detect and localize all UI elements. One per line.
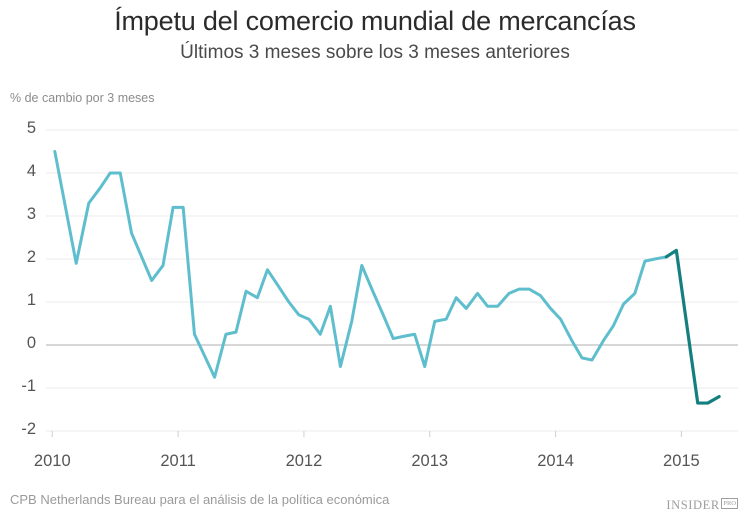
x-tick-label: 2013 — [411, 452, 449, 470]
x-tick-label: 2010 — [33, 452, 71, 470]
logo-wordmark: INSIDER — [666, 498, 720, 512]
source-note: CPB Netherlands Bureau para el análisis … — [10, 492, 390, 507]
x-tick-label: 2012 — [285, 452, 323, 470]
logo-pro-badge: PRO — [721, 498, 738, 509]
y-tick-label: 4 — [26, 162, 36, 180]
x-tick-label: 2015 — [663, 452, 700, 470]
y-tick-label: 2 — [26, 248, 36, 266]
y-tick-label: -1 — [21, 377, 36, 395]
y-tick-label: 3 — [26, 205, 36, 223]
page-subtitle: Últimos 3 meses sobre los 3 meses anteri… — [180, 42, 570, 63]
y-axis-label: % de cambio por 3 meses — [10, 91, 155, 105]
y-tick-label: -2 — [21, 420, 36, 438]
y-tick-label: 5 — [26, 119, 36, 137]
series-line-main — [53, 150, 668, 379]
gridlines — [46, 129, 738, 432]
series-line-highlight — [664, 248, 721, 405]
insider-pro-logo: INSIDER PRO — [666, 498, 738, 513]
x-tick-label: 2011 — [160, 452, 196, 470]
page-title: Ímpetu del comercio mundial de mercancía… — [114, 6, 636, 36]
x-axis-ticks — [51, 431, 682, 437]
y-tick-label: 1 — [26, 291, 36, 309]
x-tick-label: 2014 — [537, 452, 574, 470]
y-tick-label: 0 — [26, 334, 36, 352]
